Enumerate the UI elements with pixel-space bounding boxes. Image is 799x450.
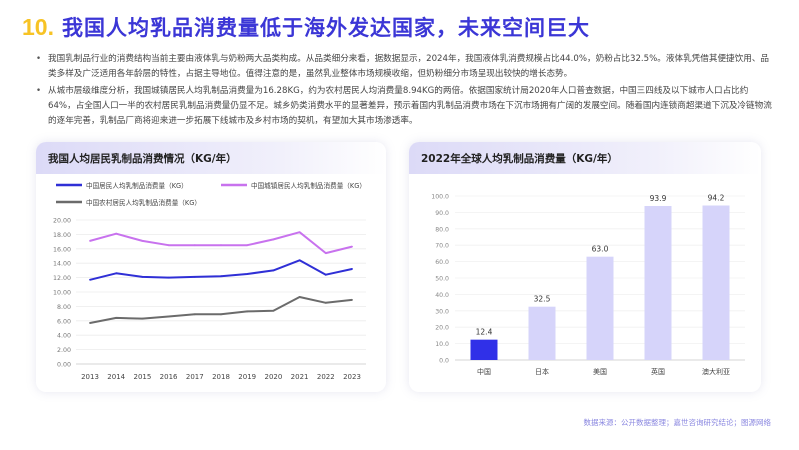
bar-value-label: 63.0 bbox=[592, 245, 609, 254]
y-tick-label: 60.0 bbox=[435, 259, 449, 266]
data-point bbox=[141, 239, 144, 242]
data-point bbox=[246, 310, 249, 313]
data-point bbox=[167, 244, 170, 247]
x-tick-label: 2022 bbox=[317, 373, 335, 381]
data-point bbox=[272, 238, 275, 241]
bar-chart: 0.0 10.0 20.0 30.0 40.0 50.0 60.0 70.0 80.0 90.0 1… bbox=[431, 194, 745, 376]
page-title: 10. 我国人均乳品消费量低于海外发达国家，未来空间巨大 bbox=[22, 10, 590, 44]
line-chart: 中国居民人均乳制品消费量（KG） 中国城镇居民人均乳制品消费量（KG） 中国农村居民… bbox=[53, 181, 366, 381]
legend-label: 中国城镇居民人均乳制品消费量（KG） bbox=[251, 181, 366, 190]
x-tick-label: 美国 bbox=[593, 367, 607, 376]
y-tick-label: 18.00 bbox=[53, 232, 71, 239]
bar-value-label: 32.5 bbox=[534, 295, 551, 304]
x-tick-label: 2015 bbox=[133, 373, 151, 381]
y-tick-label: 0.00 bbox=[57, 362, 71, 369]
data-point bbox=[220, 244, 222, 247]
data-point bbox=[298, 259, 301, 262]
data-point bbox=[272, 269, 275, 272]
y-tick-label: 50.0 bbox=[435, 276, 449, 283]
bullet-item: 我国乳制品行业的消费结构当前主要由液体乳与奶粉两大品类构成。从品类细分来看，据数… bbox=[36, 52, 772, 82]
data-point bbox=[193, 313, 196, 316]
y-tick-label: 8.00 bbox=[57, 304, 71, 311]
y-tick-label: 20.0 bbox=[435, 325, 449, 332]
data-point bbox=[351, 245, 353, 248]
legend-label: 中国农村居民人均乳制品消费量（KG） bbox=[86, 198, 201, 207]
data-point bbox=[220, 313, 222, 316]
data-point bbox=[324, 252, 327, 255]
y-tick-label: 20.00 bbox=[53, 218, 71, 225]
series-line bbox=[89, 296, 353, 324]
x-tick-label: 日本 bbox=[535, 367, 549, 376]
y-tick-label: 90.0 bbox=[435, 210, 449, 217]
y-tick-label: 40.0 bbox=[435, 292, 449, 299]
data-point bbox=[298, 231, 301, 234]
x-tick-label: 2013 bbox=[81, 373, 99, 381]
bar bbox=[528, 306, 556, 360]
bar-chart-title: 2022年全球人均乳制品消费量（KG/年） bbox=[409, 142, 761, 174]
legend-label: 中国居民人均乳制品消费量（KG） bbox=[86, 181, 188, 190]
y-tick-label: 30.0 bbox=[435, 308, 449, 315]
bar-chart-card: 2022年全球人均乳制品消费量（KG/年） 0.0 10.0 20.0 30.0 40.… bbox=[409, 142, 761, 392]
y-tick-label: 80.0 bbox=[435, 226, 449, 233]
bar-value-label: 12.4 bbox=[476, 328, 493, 337]
y-tick-label: 16.00 bbox=[53, 246, 71, 253]
y-tick-label: 100.0 bbox=[431, 194, 449, 201]
line-chart-title: 我国人均居民乳制品消费情况（KG/年） bbox=[36, 142, 386, 174]
bar-value-label: 93.9 bbox=[650, 194, 667, 203]
y-tick-label: 12.00 bbox=[53, 275, 71, 282]
data-point bbox=[141, 275, 144, 278]
data-point bbox=[298, 296, 301, 298]
x-tick-label: 2023 bbox=[343, 373, 361, 381]
data-point bbox=[193, 244, 196, 247]
x-tick-label: 2019 bbox=[238, 373, 256, 381]
data-point bbox=[141, 317, 144, 320]
y-tick-label: 4.00 bbox=[57, 333, 71, 340]
x-tick-label: 2014 bbox=[107, 373, 125, 381]
y-tick-label: 10.0 bbox=[435, 341, 449, 348]
data-point bbox=[167, 276, 170, 279]
y-tick-label: 14.00 bbox=[53, 261, 71, 268]
data-point bbox=[324, 273, 327, 276]
line-chart-card: 我国人均居民乳制品消费情况（KG/年） 中国居民人均乳制品消费量（KG） 中国城镇… bbox=[36, 142, 386, 392]
y-tick-label: 10.00 bbox=[53, 290, 71, 297]
data-point bbox=[324, 301, 327, 304]
title-number: 10. bbox=[22, 13, 54, 40]
x-tick-label: 2017 bbox=[186, 373, 204, 381]
data-point bbox=[89, 322, 91, 324]
x-tick-label: 2021 bbox=[291, 373, 309, 381]
data-point bbox=[115, 232, 118, 235]
x-tick-label: 中国 bbox=[477, 367, 491, 376]
x-tick-label: 2016 bbox=[160, 373, 178, 381]
y-tick-label: 70.0 bbox=[435, 243, 449, 250]
data-point bbox=[167, 315, 170, 318]
data-point bbox=[351, 299, 353, 301]
data-point bbox=[115, 317, 118, 319]
data-point bbox=[193, 275, 196, 278]
data-point bbox=[246, 273, 249, 275]
y-tick-label: 0.0 bbox=[439, 358, 449, 365]
bullet-item: 从城市层级维度分析，我国城镇居民人均乳制品消费量为16.28KG，约为农村居民人… bbox=[36, 84, 772, 129]
data-point bbox=[220, 275, 222, 278]
bar bbox=[644, 206, 672, 360]
x-tick-label: 澳大利亚 bbox=[702, 367, 730, 376]
x-tick-label: 2018 bbox=[212, 373, 230, 381]
data-point bbox=[246, 244, 249, 247]
bar bbox=[586, 256, 614, 360]
x-tick-label: 英国 bbox=[651, 367, 665, 376]
x-tick-label: 2020 bbox=[264, 373, 282, 381]
y-tick-label: 6.00 bbox=[57, 318, 71, 325]
bar-value-label: 94.2 bbox=[708, 194, 725, 203]
data-point bbox=[272, 309, 275, 312]
data-point bbox=[115, 272, 118, 275]
title-text: 我国人均乳品消费量低于海外发达国家，未来空间巨大 bbox=[61, 16, 590, 40]
data-point bbox=[89, 278, 91, 281]
series-line bbox=[89, 231, 353, 255]
data-point bbox=[89, 239, 91, 242]
bar bbox=[470, 339, 498, 360]
data-source: 数据来源：公开数据整理；嘉世咨询研究结论；图源网络 bbox=[583, 418, 772, 427]
y-tick-label: 2.00 bbox=[57, 347, 71, 354]
bullet-list: 我国乳制品行业的消费结构当前主要由液体乳与奶粉两大品类构成。从品类细分来看，据数… bbox=[36, 52, 772, 131]
bar bbox=[702, 205, 730, 360]
data-point bbox=[351, 268, 353, 270]
